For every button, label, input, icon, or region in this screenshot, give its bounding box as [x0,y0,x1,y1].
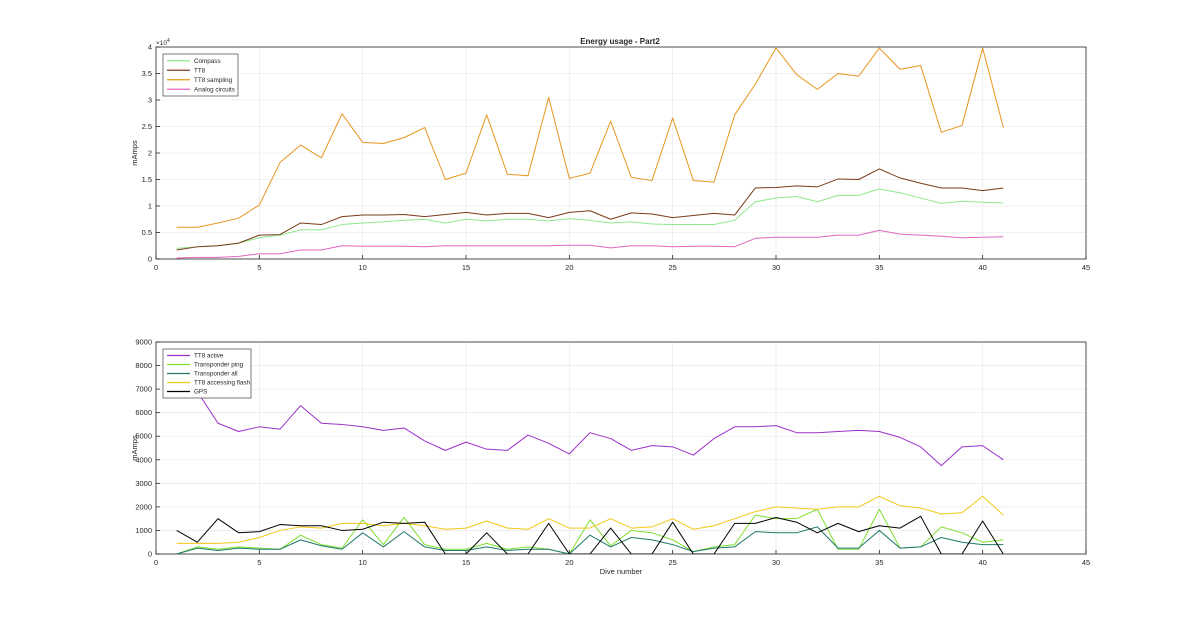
series-line-tt8-accessing-flash [176,495,1004,544]
x-tick-label: 45 [1082,263,1090,272]
x-tick-label: 15 [462,558,470,567]
y-axis-label: mAmps [130,435,139,461]
x-tick-label: 0 [154,263,158,272]
figure-title: Energy usage - Part2 [580,37,660,46]
x-tick-label: 5 [257,263,261,272]
series-line-compass [176,188,1004,249]
y-tick-label: 1.5 [142,175,152,184]
x-tick-label: 25 [668,263,676,272]
y-tick-label: 5000 [135,432,152,441]
y-tick-label: 8000 [135,361,152,370]
legend-label: TT8 [194,67,206,74]
x-tick-label: 35 [875,558,883,567]
series-line-gps [176,515,1004,554]
y-exponent-label: ×104 [156,38,170,47]
y-axis-label: mAmps [130,140,139,166]
y-tick-label: 0 [148,550,152,559]
y-tick-label: 3000 [135,479,152,488]
x-tick-label: 45 [1082,558,1090,567]
x-tick-label: 25 [668,558,676,567]
y-tick-label: 2 [148,149,152,158]
legend-label: Analog circuits [194,86,235,93]
x-tick-label: 30 [772,263,780,272]
x-tick-label: 15 [462,263,470,272]
series-line-tt8 [176,168,1004,251]
legend-label: GPS [194,389,207,396]
legend-label: TT8 accessing flash [194,380,250,387]
x-tick-label: 5 [257,558,261,567]
y-tick-label: 7000 [135,385,152,394]
series-line-transponder-all [176,526,1004,554]
y-tick-label: 4000 [135,455,152,464]
x-tick-label: 0 [154,558,158,567]
legend-label: TT8 sampling [194,77,233,84]
x-tick-label: 35 [875,263,883,272]
x-tick-label: 20 [565,263,573,272]
y-tick-label: 6000 [135,408,152,417]
series-line-tt8-active [176,372,1004,467]
x-tick-label: 10 [358,263,366,272]
legend-label: Compass [194,58,221,65]
y-exponent-power: 4 [167,38,170,44]
bottom-axes: 0 5 10 15 20 25 30 35 40 45 0 1000 2000 3000 4000 5000 6… [130,338,1090,577]
y-tick-label: 0 [148,255,152,264]
x-tick-label: 10 [358,558,366,567]
series-line-tt8-sampling [176,47,1004,228]
legend-label: Transponder ping [194,362,244,369]
y-tick-label: 9000 [135,338,152,347]
y-tick-label: 0.5 [142,228,152,237]
y-tick-label: 3.5 [142,69,152,78]
x-axis-label: Dive number [600,567,643,576]
legend-label: Transponder all [194,371,238,378]
x-tick-label: 40 [978,558,986,567]
y-tick-label: 2.5 [142,122,152,131]
y-tick-label: 3 [148,96,152,105]
y-tick-label: 4 [148,43,152,52]
series-line-transponder-ping [176,508,1004,554]
y-tick-label: 1 [148,202,152,211]
x-tick-label: 20 [565,558,573,567]
x-tick-label: 30 [772,558,780,567]
x-tick-label: 40 [978,263,986,272]
axes-box [155,341,1087,555]
legend-label: TT8 active [194,353,224,360]
y-tick-label: 1000 [135,526,152,535]
y-tick-label: 2000 [135,502,152,511]
series-line-analog-circuits [176,229,1004,259]
